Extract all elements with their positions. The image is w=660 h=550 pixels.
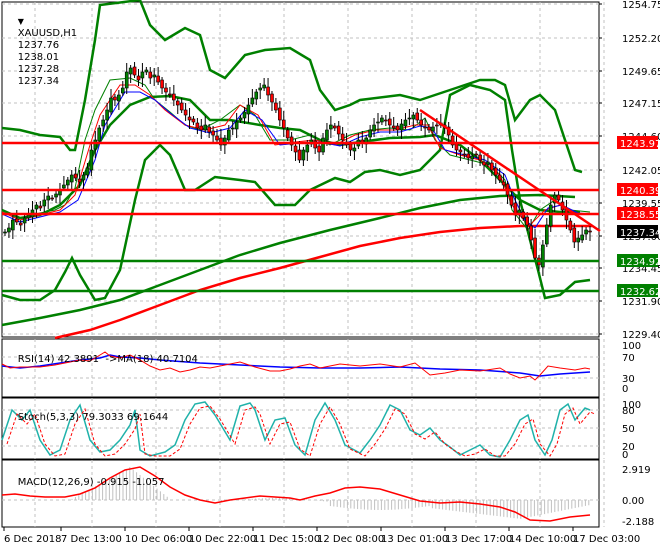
level-price-label: 1238.55 <box>620 210 660 221</box>
stoch-tick-label: 100 <box>622 400 641 411</box>
high-value: 1238.01 <box>17 52 60 63</box>
level-price-tag <box>617 254 658 267</box>
price-tick-label: 1252.20 <box>622 34 660 45</box>
close-value: 1237.34 <box>17 76 60 87</box>
bollinger-upper-line <box>1 0 583 174</box>
time-tick-label: 7 Dec 13:00 <box>61 534 122 545</box>
level-price-label: 1240.39 <box>620 186 660 197</box>
macd-signal-line <box>1 466 591 522</box>
time-tick-label: 10 Dec 22:00 <box>189 534 256 545</box>
price-tick-label: 1247.15 <box>622 99 660 110</box>
stoch-tick-label: 50 <box>622 424 635 435</box>
macd-tick-label: -2.188 <box>622 517 654 528</box>
price-tick-label: 1231.90 <box>622 297 660 308</box>
level-price-label: 1232.62 <box>620 287 660 298</box>
time-tick-label: 13 Dec 01:00 <box>381 534 448 545</box>
rsi-ma-label: ->MA(18) 40.7104 <box>105 354 198 365</box>
chart-header: ▼ XAUUSD,H1 1237.76 1238.01 1237.28 1237… <box>5 4 80 100</box>
price-tick-label: 1229.40 <box>622 330 660 341</box>
time-tick-label: 11 Dec 15:00 <box>253 534 320 545</box>
stoch-tick-label: 0 <box>622 450 628 461</box>
symbol-label: XAUUSD,H1 <box>17 28 78 39</box>
rsi-line <box>1 351 591 381</box>
macd-histogram <box>71 467 590 519</box>
candlesticks <box>3 62 592 276</box>
rsi-tick-label: 30 <box>622 374 635 385</box>
open-value: 1237.76 <box>17 40 60 51</box>
price-tick-label: 1254.75 <box>622 0 660 11</box>
macd-tick-label: 0.00 <box>622 496 644 507</box>
time-tick-label: 12 Dec 08:00 <box>317 534 384 545</box>
current-price-label: 1237.34 <box>620 228 660 239</box>
time-tick-label: 6 Dec 2018 <box>4 534 62 545</box>
price-tick-label: 1242.05 <box>622 166 660 177</box>
time-tick-label: 14 Dec 10:00 <box>509 534 576 545</box>
time-tick-label: 13 Dec 17:00 <box>445 534 512 545</box>
time-tick-label: 17 Dec 03:00 <box>573 534 640 545</box>
sma-long-green-line <box>1 193 576 327</box>
rsi-tick-label: 100 <box>622 341 641 352</box>
level-price-label: 1243.97 <box>620 139 660 150</box>
current-price-tag <box>617 225 658 238</box>
macd-tick-label: 2.919 <box>622 465 651 476</box>
time-tick-label: 10 Dec 06:00 <box>125 534 192 545</box>
level-price-label: 1234.92 <box>620 257 660 268</box>
level-price-tag <box>617 207 658 220</box>
stoch-tick-label: 20 <box>622 442 635 453</box>
level-price-tag <box>617 136 658 149</box>
rsi-legend: RSI(14) 42.3891 ->MA(18) 40.7104 <box>5 342 198 378</box>
level-price-tag <box>617 284 658 297</box>
stoch-tick-label: 80 <box>622 406 635 417</box>
triangle-down-icon[interactable]: ▼ <box>17 17 24 26</box>
level-price-tag <box>617 183 658 196</box>
trendline[interactable] <box>419 108 601 233</box>
rsi-tick-label: 70 <box>622 353 635 364</box>
price-tick-label: 1239.55 <box>622 199 660 210</box>
low-value: 1237.28 <box>17 64 60 75</box>
macd-label: MACD(12,26,9) -0.915 -1.057 <box>17 477 165 488</box>
rsi-label: RSI(14) 42.3891 <box>17 354 100 365</box>
macd-legend: MACD(12,26,9) -0.915 -1.057 <box>5 465 165 501</box>
price-tick-label: 1234.45 <box>622 264 660 275</box>
macd-pane <box>1 459 600 528</box>
price-tick-label: 1249.65 <box>622 67 660 78</box>
sma-long-red-line <box>54 224 592 340</box>
rsi-tick-label: 0 <box>622 384 628 395</box>
stoch-legend: Stoch(5,3,3) 79.3033 69.1644 <box>5 400 169 436</box>
stoch-label: Stoch(5,3,3) 79.3033 69.1644 <box>17 412 169 423</box>
